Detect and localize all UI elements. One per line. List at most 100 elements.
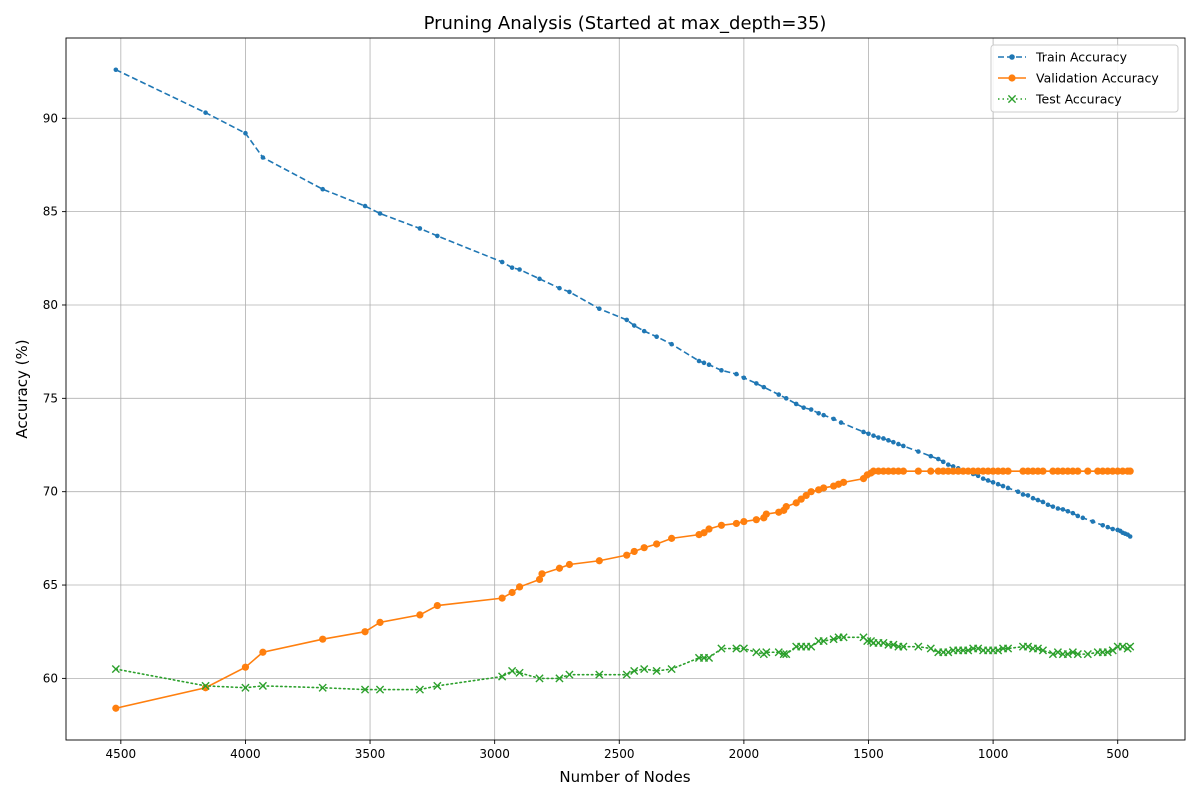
train-data-point — [417, 226, 423, 231]
validation-data-point — [732, 519, 741, 528]
train-data-point — [1100, 522, 1106, 528]
train-data-point — [696, 358, 702, 364]
validation-data-point — [1049, 467, 1057, 475]
train-data-point — [896, 441, 901, 447]
test-data-point — [318, 683, 327, 692]
legend-train-label: Train Accuracy — [1035, 50, 1128, 65]
test-data-point — [704, 653, 714, 662]
train-data-point — [243, 130, 248, 136]
validation-data-point — [376, 618, 384, 626]
test-data-point — [732, 644, 741, 653]
validation-data-point — [939, 467, 947, 475]
x-tick-label: 3000 — [479, 747, 510, 761]
train-data-point — [754, 381, 759, 386]
validation-data-point — [959, 467, 967, 475]
validation-data-point — [762, 510, 770, 518]
train-data-point — [901, 443, 906, 449]
test-data-point — [595, 670, 604, 679]
validation-data-point — [433, 601, 441, 610]
test-data-point — [926, 644, 935, 653]
train-data-point — [1105, 524, 1111, 530]
test-data-point — [667, 664, 676, 674]
chart-title: Pruning Analysis (Started at max_depth=3… — [424, 13, 827, 34]
legend-box — [990, 44, 1179, 113]
train-data-point — [793, 401, 799, 407]
x-tick-label: 3500 — [355, 747, 386, 761]
train-data-point — [624, 317, 630, 323]
test-data-point — [1063, 650, 1072, 659]
validation-data-point — [807, 488, 815, 496]
train-data-point — [816, 410, 821, 416]
train-data-point — [1110, 526, 1116, 532]
validation-data-point — [944, 467, 952, 475]
train-data-point — [1075, 513, 1081, 519]
validation-data-point — [820, 484, 828, 492]
validation-data-point — [1069, 467, 1077, 475]
test-data-point — [640, 664, 649, 674]
test-data-point — [863, 636, 872, 646]
test-data-point — [1068, 648, 1077, 657]
validation-data-point — [630, 547, 638, 556]
test-data-point — [652, 666, 661, 676]
test-data-point — [889, 640, 898, 649]
validation-data-point — [792, 499, 800, 507]
test-data-point — [1053, 648, 1062, 657]
train-data-point — [886, 438, 891, 443]
validation-data-point — [508, 588, 516, 597]
train-data-point — [557, 285, 562, 291]
x-tick-label: 4500 — [106, 747, 137, 761]
train-data-point — [631, 323, 637, 328]
x-tick-label: 2000 — [729, 747, 760, 761]
validation-data-point — [869, 467, 878, 475]
train-data-point — [975, 473, 981, 479]
test-data-point — [630, 666, 639, 676]
train-data-point — [435, 233, 440, 239]
test-data-point — [241, 683, 250, 692]
train-data-point — [871, 433, 876, 438]
test-data-point — [779, 650, 788, 659]
test-data-point — [1038, 646, 1048, 655]
validation-data-point — [1019, 467, 1027, 475]
validation-data-point — [994, 467, 1002, 475]
test-data-point — [752, 648, 761, 657]
train-data-point — [928, 453, 934, 459]
validation-data-point — [1029, 467, 1037, 475]
x-axis-ticks: 4500 4000 3500 3000 2500 2000 1500 1000 500 — [106, 740, 1129, 761]
validation-data-point — [752, 516, 760, 524]
test-data-point — [774, 648, 783, 657]
validation-data-point — [1109, 467, 1117, 475]
test-data-point — [565, 670, 574, 679]
validation-data-point — [1114, 467, 1122, 475]
validation-data-point — [1074, 467, 1082, 475]
x-tick-label: 4000 — [230, 747, 261, 761]
train-data-point — [1055, 506, 1061, 511]
validation-data-point — [1094, 467, 1102, 475]
legend-test-label: Test Accuracy — [1035, 92, 1122, 107]
validation-data-point — [782, 503, 790, 511]
test-data-point — [899, 642, 908, 651]
validation-data-point — [1034, 467, 1042, 475]
train-data-point — [990, 480, 996, 485]
train-data-point — [1020, 492, 1026, 497]
train-data-point — [701, 360, 707, 366]
validation-data-point — [969, 467, 977, 475]
validation-data-point — [705, 525, 713, 533]
validation-data-point — [1099, 467, 1107, 475]
legend-train-marker — [1009, 54, 1015, 60]
test-data-point — [555, 674, 564, 683]
validation-data-point — [1064, 467, 1072, 475]
validation-data-point — [1039, 467, 1047, 475]
validation-data-point — [927, 467, 935, 475]
grid — [66, 38, 1185, 740]
validation-data-point — [595, 557, 603, 565]
test-data-point — [762, 648, 771, 657]
validation-data-point — [989, 467, 997, 475]
validation-data-point — [1084, 467, 1092, 475]
test-data-point — [1048, 650, 1058, 659]
axes-frame — [65, 37, 1186, 741]
test-data-point — [535, 674, 544, 683]
validation-data-point — [1059, 467, 1067, 475]
train-data-point — [1060, 507, 1066, 512]
